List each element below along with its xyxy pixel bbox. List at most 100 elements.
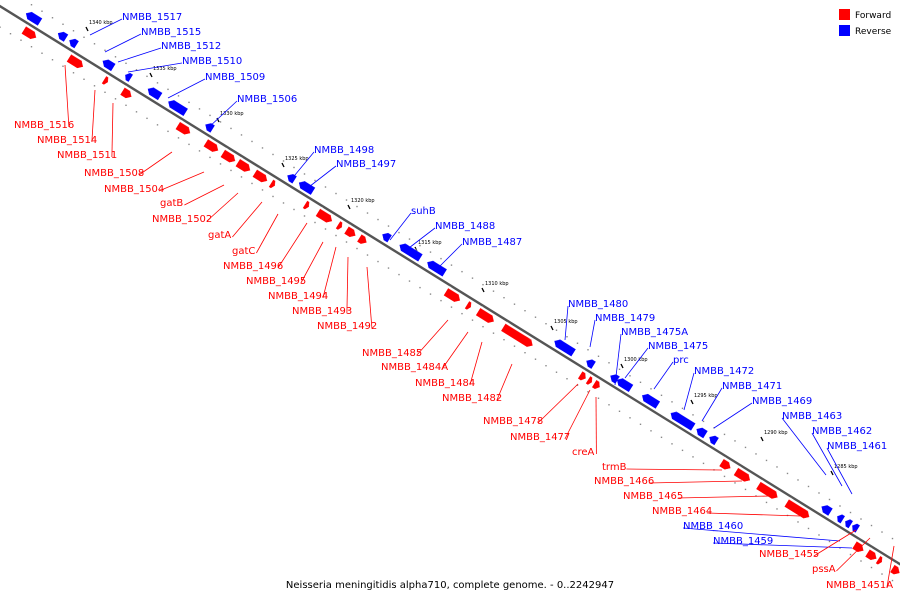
gene-label[interactable]: NMBB_1463 bbox=[782, 411, 842, 422]
gene-label[interactable]: NMBB_1484A bbox=[381, 362, 448, 373]
gene-label[interactable]: NMBB_1480 bbox=[568, 299, 628, 310]
forward-gene-feature[interactable] bbox=[464, 298, 474, 310]
gene-label[interactable]: NMBB_1509 bbox=[205, 72, 265, 83]
reverse-gene-feature[interactable] bbox=[123, 69, 135, 82]
reverse-gene-feature[interactable] bbox=[584, 355, 598, 369]
reverse-gene-feature[interactable] bbox=[707, 431, 721, 446]
gene-label[interactable]: NMBB_1508 bbox=[84, 168, 144, 179]
gene-label[interactable]: NMBB_1455 bbox=[759, 549, 819, 560]
gene-label[interactable]: NMBB_1488 bbox=[435, 221, 495, 232]
gene-label[interactable]: NMBB_1478 bbox=[483, 416, 543, 427]
gene-label[interactable]: NMBB_1475 bbox=[648, 341, 708, 352]
gene-label[interactable]: NMBB_1504 bbox=[104, 184, 164, 195]
gene-label[interactable]: gatB bbox=[160, 198, 183, 209]
reverse-gene-feature[interactable] bbox=[640, 390, 662, 409]
gene-label[interactable]: NMBB_1514 bbox=[37, 135, 97, 146]
gene-label[interactable]: NMBB_1512 bbox=[161, 41, 221, 52]
forward-gene-feature[interactable] bbox=[852, 539, 867, 554]
reverse-gene-feature[interactable] bbox=[820, 501, 834, 516]
gene-label[interactable]: NMBB_1464 bbox=[652, 506, 712, 517]
reverse-gene-feature[interactable] bbox=[101, 55, 117, 72]
reverse-gene-feature[interactable] bbox=[398, 239, 424, 262]
gene-label[interactable]: NMBB_1459 bbox=[713, 536, 773, 547]
reverse-gene-feature[interactable] bbox=[425, 256, 449, 277]
reverse-gene-feature[interactable] bbox=[669, 407, 697, 431]
gene-label[interactable]: NMBB_1469 bbox=[752, 396, 812, 407]
reverse-gene-feature[interactable] bbox=[166, 96, 190, 116]
gene-label[interactable]: NMBB_1497 bbox=[336, 159, 396, 170]
gene-label[interactable]: gatA bbox=[208, 230, 231, 241]
forward-gene-feature[interactable] bbox=[302, 198, 312, 210]
forward-gene-feature[interactable] bbox=[252, 167, 271, 184]
gene-label[interactable]: NMBB_1479 bbox=[595, 313, 655, 324]
forward-gene-feature[interactable] bbox=[890, 562, 900, 577]
gene-label[interactable]: NMBB_1511 bbox=[57, 150, 117, 161]
reverse-gene-feature[interactable] bbox=[695, 423, 709, 439]
forward-gene-feature[interactable] bbox=[756, 479, 781, 501]
reverse-gene-feature[interactable] bbox=[203, 119, 217, 133]
gene-label[interactable]: NMBB_1466 bbox=[594, 476, 654, 487]
reverse-gene-feature[interactable] bbox=[553, 335, 578, 357]
reverse-gene-feature[interactable] bbox=[24, 7, 44, 26]
gene-label[interactable]: pssA bbox=[812, 564, 836, 575]
forward-gene-feature[interactable] bbox=[784, 497, 813, 520]
gene-label[interactable]: NMBB_1451A bbox=[826, 580, 893, 591]
forward-gene-feature[interactable] bbox=[66, 52, 86, 70]
gene-label[interactable]: prc bbox=[673, 355, 689, 366]
reverse-gene-feature[interactable] bbox=[608, 370, 622, 384]
gene-label[interactable]: NMBB_1485 bbox=[362, 348, 422, 359]
reverse-gene-feature[interactable] bbox=[835, 510, 847, 524]
gene-label[interactable]: NMBB_1472 bbox=[694, 366, 754, 377]
gene-label[interactable]: NMBB_1462 bbox=[812, 426, 872, 437]
forward-gene-feature[interactable] bbox=[475, 305, 497, 325]
forward-gene-feature[interactable] bbox=[335, 218, 345, 230]
reverse-gene-feature[interactable] bbox=[146, 83, 164, 101]
forward-gene-feature[interactable] bbox=[733, 465, 753, 484]
gene-label[interactable]: NMBB_1496 bbox=[223, 261, 283, 272]
forward-gene-feature[interactable] bbox=[315, 206, 335, 225]
reverse-gene-feature[interactable] bbox=[67, 34, 81, 49]
gene-label[interactable]: NMBB_1516 bbox=[14, 120, 74, 131]
gene-label[interactable]: NMBB_1460 bbox=[683, 521, 743, 532]
gene-label[interactable]: NMBB_1477 bbox=[510, 432, 570, 443]
gene-label[interactable]: NMBB_1461 bbox=[827, 441, 887, 452]
forward-gene-feature[interactable] bbox=[235, 156, 254, 174]
gene-label[interactable]: NMBB_1492 bbox=[317, 321, 377, 332]
gene-label[interactable]: NMBB_1471 bbox=[722, 381, 782, 392]
gene-label[interactable]: NMBB_1482 bbox=[442, 393, 502, 404]
legend-reverse-swatch[interactable] bbox=[839, 25, 850, 36]
gene-label[interactable]: NMBB_1498 bbox=[314, 145, 374, 156]
gene-label[interactable]: NMBB_1475A bbox=[621, 327, 688, 338]
gene-label[interactable]: gatC bbox=[232, 246, 255, 257]
gene-label[interactable]: NMBB_1515 bbox=[141, 27, 201, 38]
gene-label[interactable]: NMBB_1465 bbox=[623, 491, 683, 502]
forward-gene-feature[interactable] bbox=[865, 547, 880, 562]
gene-label[interactable]: creA bbox=[572, 447, 595, 458]
forward-gene-feature[interactable] bbox=[501, 321, 536, 348]
gene-label[interactable]: NMBB_1493 bbox=[292, 306, 352, 317]
gene-label[interactable]: NMBB_1487 bbox=[462, 237, 522, 248]
forward-gene-feature[interactable] bbox=[203, 137, 222, 154]
gene-label[interactable]: NMBB_1517 bbox=[122, 12, 182, 23]
reverse-gene-feature[interactable] bbox=[850, 520, 862, 533]
forward-gene-feature[interactable] bbox=[875, 553, 885, 565]
reverse-gene-feature[interactable] bbox=[843, 515, 855, 529]
forward-gene-feature[interactable] bbox=[175, 119, 194, 137]
reverse-gene-feature[interactable] bbox=[615, 374, 635, 393]
gene-label[interactable]: NMBB_1502 bbox=[152, 214, 212, 225]
gene-label[interactable]: NMBB_1510 bbox=[182, 56, 242, 67]
forward-gene-feature[interactable] bbox=[585, 373, 595, 385]
forward-gene-feature[interactable] bbox=[344, 224, 359, 239]
forward-gene-feature[interactable] bbox=[719, 456, 734, 472]
gene-label[interactable]: trmB bbox=[602, 462, 627, 473]
forward-gene-feature[interactable] bbox=[101, 73, 111, 85]
legend-forward-swatch[interactable] bbox=[839, 9, 850, 20]
forward-gene-feature[interactable] bbox=[591, 377, 603, 391]
gene-label[interactable]: suhB bbox=[411, 206, 436, 217]
gene-label[interactable]: NMBB_1506 bbox=[237, 94, 297, 105]
forward-gene-feature[interactable] bbox=[268, 177, 278, 189]
forward-gene-feature[interactable] bbox=[120, 85, 135, 100]
forward-gene-feature[interactable] bbox=[220, 147, 239, 165]
reverse-gene-feature[interactable] bbox=[56, 27, 70, 42]
gene-label[interactable]: NMBB_1484 bbox=[415, 378, 475, 389]
